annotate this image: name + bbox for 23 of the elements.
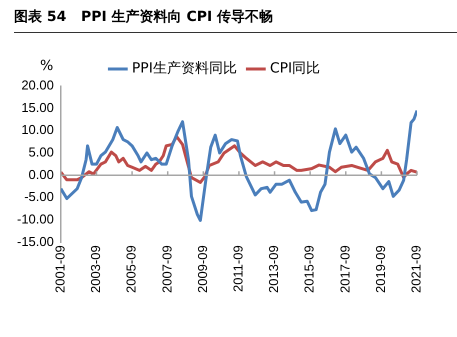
y-tick-label: -10.00 — [16, 212, 54, 227]
x-tick-label: 2013-09 — [266, 245, 282, 294]
y-axis-title: % — [40, 58, 54, 74]
y-tick-label: 5.00 — [28, 144, 54, 160]
x-tick-label: 2005-09 — [124, 245, 139, 294]
x-tick-label: 2001-09 — [52, 245, 68, 294]
y-tick-label: 20.00 — [21, 78, 54, 93]
x-tick-label: 2009-09 — [194, 245, 210, 294]
y-tick-label: 0.00 — [28, 166, 54, 182]
x-tick-label: 2019-09 — [372, 245, 388, 294]
legend-label: PPI生产资料同比 — [132, 60, 237, 77]
x-tick-label: 2003-09 — [88, 245, 104, 294]
x-tick-label: 2007-09 — [159, 245, 174, 294]
x-tick-label: 2015-09 — [302, 245, 317, 294]
x-tick-label: 2011-09 — [230, 245, 246, 292]
y-tick-label: -15.00 — [16, 234, 54, 249]
y-tick-label: -5.00 — [24, 189, 54, 204]
x-tick-label: 2021-09 — [408, 245, 424, 294]
chart-title: 图表 54 PPI 生产资料向 CPI 传导不畅 — [14, 8, 274, 26]
y-tick-label: 15.00 — [21, 100, 54, 115]
legend-label: CPI同比 — [270, 60, 320, 77]
x-tick-label: 2017-09 — [337, 245, 352, 294]
y-tick-label: 10.00 — [21, 122, 54, 138]
